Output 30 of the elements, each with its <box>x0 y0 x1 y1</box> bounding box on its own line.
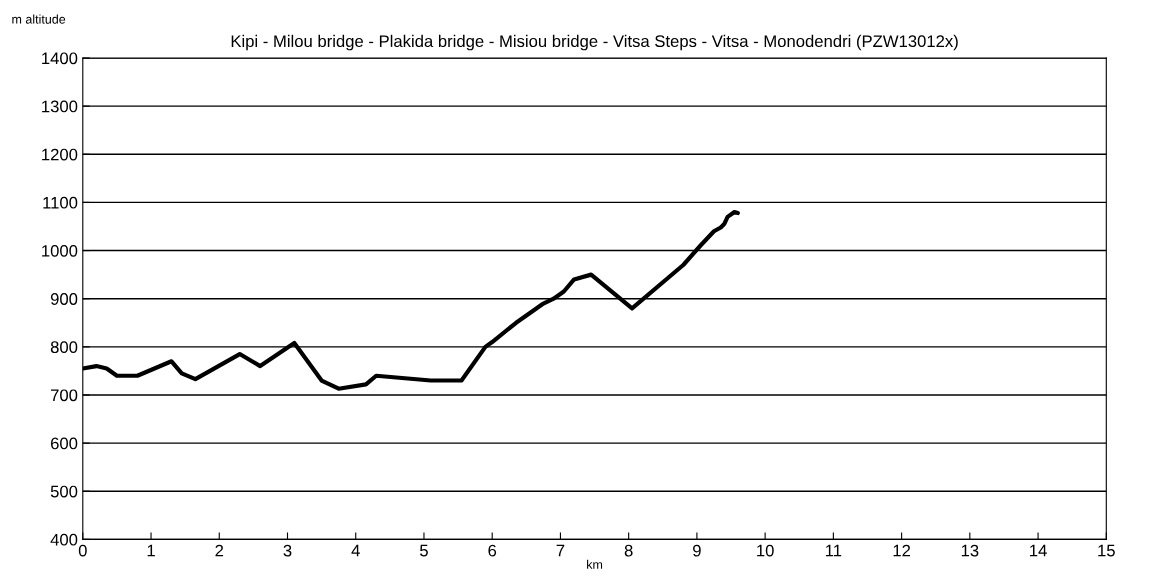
y-tick-label: 1100 <box>43 196 78 209</box>
x-tick-label: 2 <box>215 544 224 557</box>
x-tick-label: 13 <box>961 544 979 557</box>
x-tick-label: 9 <box>693 544 701 557</box>
x-tick-label: 12 <box>893 544 911 557</box>
y-tick-label: 900 <box>50 293 78 305</box>
x-tick-label: 8 <box>624 544 633 557</box>
x-tick-label: 5 <box>420 544 428 557</box>
x-tick-label: 0 <box>78 544 87 557</box>
x-tick-label: 11 <box>825 544 842 557</box>
x-axis-title: km <box>587 559 603 569</box>
chart-title: Kipi - Milou bridge - Plakida bridge - Misiou bridge - Vitsa Steps - Vitsa - Monodendri (PZW13012x) <box>231 34 958 51</box>
y-tick-label: 1300 <box>42 100 78 113</box>
y-tick-label: 1200 <box>42 148 78 161</box>
y-tick-label: 700 <box>50 389 78 402</box>
x-tick-label: 7 <box>556 544 565 557</box>
y-tick-label: 400 <box>50 533 78 546</box>
y-tick-label: 500 <box>50 485 78 498</box>
y-tick-label: 1400 <box>42 52 78 65</box>
x-tick-label: 1 <box>147 544 155 557</box>
x-tick-label: 14 <box>1030 544 1047 557</box>
y-tick-label: 800 <box>50 341 78 354</box>
y-tick-label: 1000 <box>42 244 78 257</box>
y-tick-label: 600 <box>50 437 78 450</box>
x-tick-label: 15 <box>1098 544 1115 557</box>
x-tick-label: 4 <box>351 544 360 557</box>
x-tick-label: 6 <box>488 544 497 557</box>
x-tick-label: 3 <box>283 544 292 557</box>
x-tick-label: 10 <box>757 544 774 557</box>
y-axis-title: m altitude <box>12 14 66 24</box>
